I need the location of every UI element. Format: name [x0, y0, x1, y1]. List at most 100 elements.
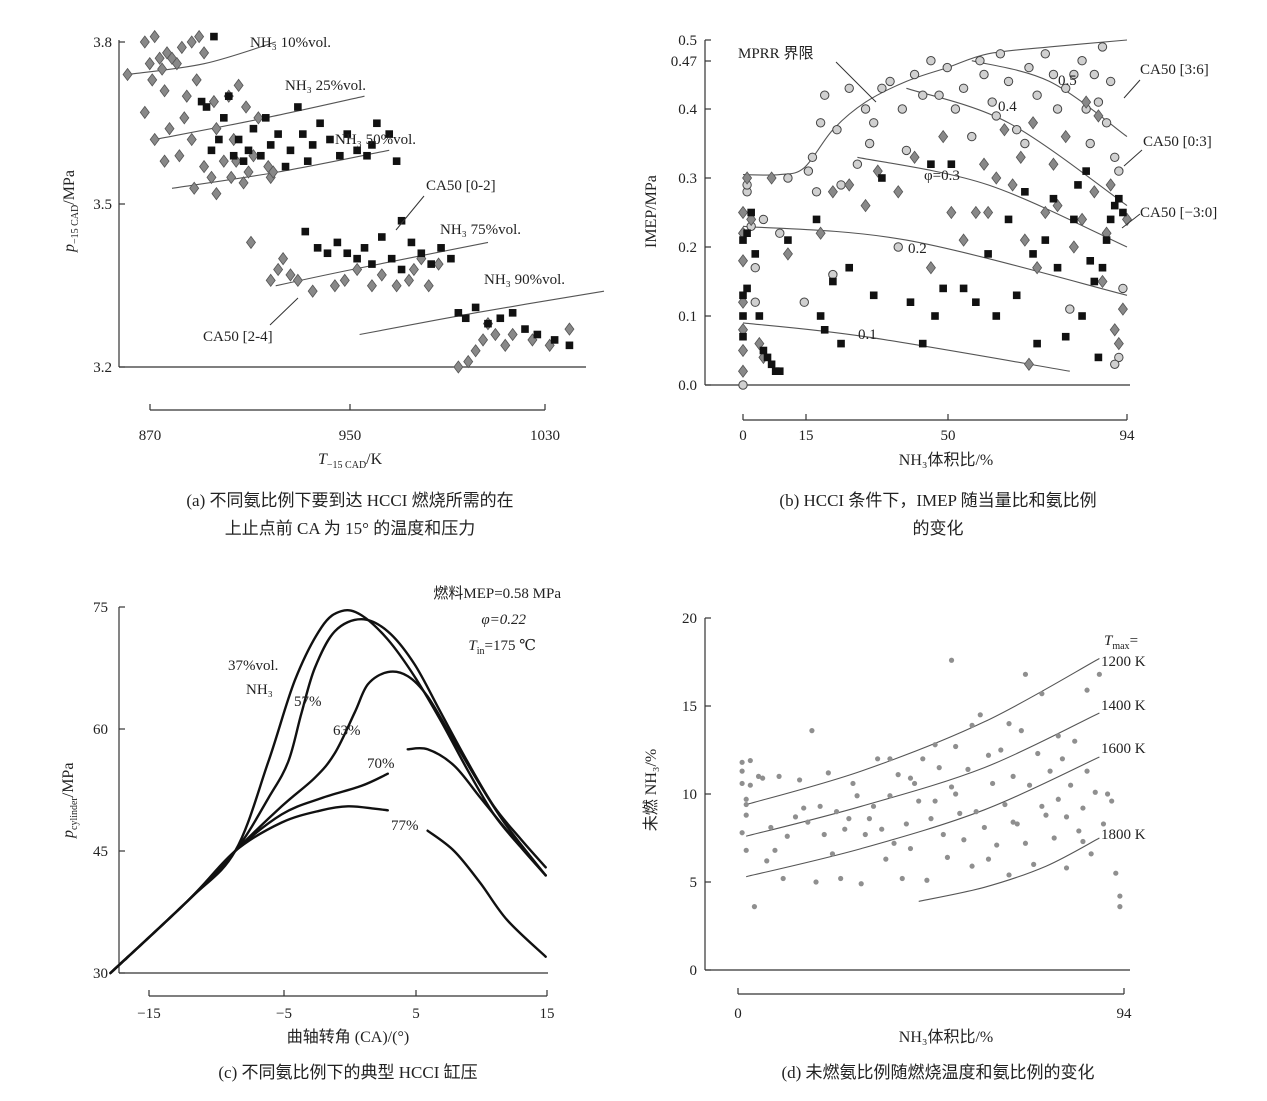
b-point-diamond: [999, 123, 1010, 137]
d-point: [1072, 738, 1078, 744]
d-point: [932, 742, 938, 748]
b-point-circle: [738, 380, 748, 390]
d-point: [875, 756, 881, 762]
a-point-diamond: [500, 338, 511, 353]
b-point-circle: [1077, 56, 1087, 66]
b-point-circle: [893, 242, 903, 252]
b-point-diamond: [1007, 178, 1018, 192]
b-point-diamond: [738, 205, 748, 220]
b-point-circle: [942, 62, 952, 73]
d-curve-1600-k: [746, 756, 1100, 878]
c-label-77: 77%: [391, 818, 419, 834]
a-point-square: [397, 265, 406, 274]
b-point-square: [1106, 215, 1115, 224]
b-point-square: [1029, 250, 1037, 258]
b-label-phi02: 0.2: [908, 241, 927, 257]
a-point-square: [336, 151, 344, 160]
b-point-square: [1012, 291, 1021, 300]
a-point-diamond: [233, 78, 244, 93]
a-point-diamond: [211, 121, 222, 136]
b-point-diamond: [746, 212, 757, 227]
b-point-square: [1074, 181, 1082, 189]
d-point: [760, 775, 766, 781]
a-point-diamond: [144, 57, 155, 71]
a-caption-line1: (a) 不同氨比例下要到达 HCCI 燃烧所需的在: [186, 491, 513, 510]
c-caption: (c) 不同氨比例下的典型 HCCI 缸压: [218, 1062, 477, 1082]
b-point-circle: [811, 187, 822, 197]
a-point-square: [387, 254, 396, 263]
d-point: [1039, 803, 1045, 809]
b-point-circle: [1061, 83, 1071, 94]
b-point-circle: [815, 118, 826, 128]
b-point-square: [837, 339, 845, 348]
a-point-diamond: [164, 121, 175, 136]
panel-c-chart: 75 60 45 30 −15 −5 5 15 曲轴转角 (CA)/(°) pc…: [60, 584, 561, 1082]
b-point-diamond: [766, 171, 777, 185]
b-curve-phi-0-4: [906, 87, 1128, 207]
b-label-phi03: φ=0.3: [924, 168, 960, 184]
b-point-square: [906, 298, 915, 306]
a-x-tick-label: 1030: [530, 428, 560, 444]
a-point-diamond: [139, 105, 150, 120]
b-point-diamond: [1060, 129, 1071, 144]
b-point-circle: [1052, 104, 1063, 114]
b-point-square: [1086, 257, 1095, 265]
b-leader-ca50-36: [1123, 79, 1141, 99]
b-y-tick-label: 0.2: [678, 240, 697, 256]
b-point-diamond: [872, 164, 883, 178]
b-point-diamond: [1081, 95, 1092, 109]
b-point-square: [1115, 194, 1123, 203]
a-point-diamond: [376, 268, 387, 282]
d-point: [903, 821, 909, 827]
d-point: [924, 877, 930, 883]
b-curve-mprr-limit: [742, 39, 1128, 176]
a-point-square: [521, 325, 529, 333]
a-point-diamond: [191, 73, 202, 87]
d-point: [1039, 691, 1045, 697]
d-point: [821, 831, 827, 838]
d-caption: (d) 未燃氨比例随燃烧温度和氨比例的变化: [781, 1063, 1094, 1082]
d-point: [920, 756, 926, 762]
b-point-diamond: [1077, 212, 1088, 227]
b-label-phi01: 0.1: [858, 327, 877, 343]
b-point-circle: [877, 83, 887, 94]
d-point: [895, 772, 901, 778]
b-x-tick-label: 0: [739, 428, 747, 444]
d-point: [805, 819, 811, 825]
b-point-circle: [1012, 125, 1022, 135]
b-point-circle: [885, 76, 895, 87]
a-point-square: [210, 32, 218, 41]
a-point-square: [244, 146, 253, 155]
b-leader-mprr: [835, 61, 877, 103]
c-y-tick-label: 45: [93, 844, 108, 860]
d-point: [1055, 733, 1061, 739]
d-point: [1047, 768, 1053, 774]
b-x-tick-label: 50: [941, 428, 956, 444]
d-point: [977, 712, 983, 718]
a-point-square: [378, 233, 386, 241]
d-point: [1010, 773, 1016, 780]
d-point: [1096, 671, 1102, 677]
a-point-diamond: [157, 62, 168, 76]
b-point-diamond: [1089, 185, 1100, 199]
b-point-circle: [820, 90, 830, 100]
a-point-diamond: [139, 35, 150, 49]
b-point-circle: [869, 118, 879, 128]
a-point-square: [565, 341, 574, 350]
b-point-circle: [783, 173, 793, 183]
d-point: [985, 856, 992, 862]
b-point-square: [1053, 263, 1062, 272]
b-point-square: [1082, 167, 1090, 175]
a-point-diamond: [186, 132, 197, 147]
d-point: [813, 879, 819, 885]
panel-d-chart: 20 15 10 5 0 0 94 NH₃体积比/% 未燃 NH₃/% Tmax…: [642, 611, 1146, 1082]
d-point: [1059, 756, 1066, 762]
a-label-nh3-10: NH₃ 10%vol.: [250, 35, 331, 51]
d-x-tick-label: 94: [1117, 1006, 1133, 1022]
b-point-circle: [975, 56, 985, 66]
d-point: [792, 814, 799, 820]
b-y-tick-label: 0.3: [678, 171, 697, 187]
a-point-square: [353, 146, 361, 155]
a-point-diamond: [245, 235, 256, 250]
b-point-square: [972, 298, 980, 306]
